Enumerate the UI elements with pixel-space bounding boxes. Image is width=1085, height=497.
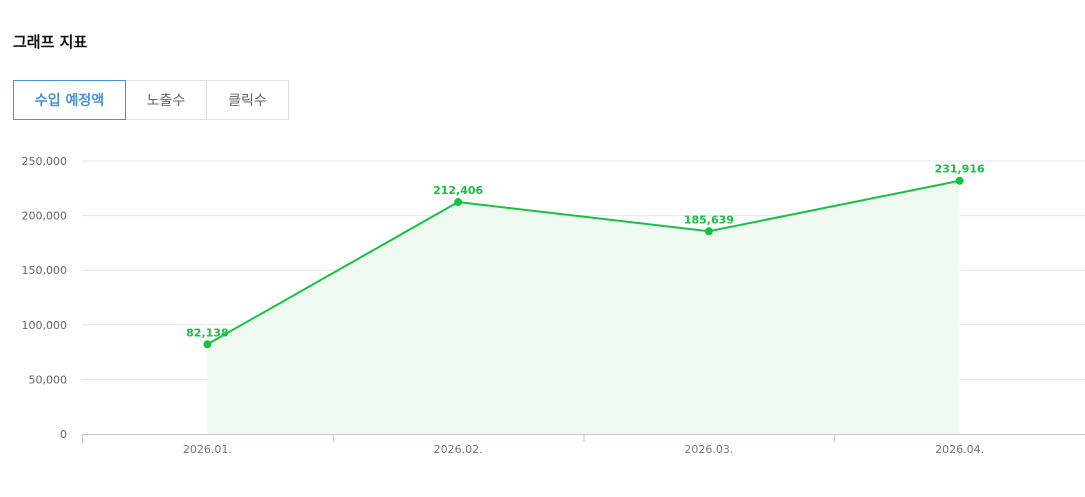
series-line [206,179,960,346]
data-point [704,227,713,236]
x-tick-label: 2026.04. [935,443,984,456]
data-label: 212,406 [433,184,483,197]
x-tick-label: 2026.01. [183,443,232,456]
x-tick-label: 2026.02. [434,443,483,456]
data-label: 82,138 [186,326,228,339]
x-tick-label: 2026.03. [684,443,733,456]
series-area [207,180,960,434]
y-tick-label: 150,000 [22,264,68,277]
tab-expected-revenue[interactable]: 수입 예정액 [13,80,126,120]
y-tick-label: 250,000 [22,155,68,168]
data-point [955,176,964,185]
tab-clicks[interactable]: 클릭수 [206,80,289,120]
y-tick-label: 200,000 [22,210,68,223]
data-point [454,198,463,207]
data-point [203,340,212,349]
y-tick-label: 100,000 [22,319,68,332]
y-tick-label: 50,000 [29,373,68,386]
data-label: 231,916 [935,163,985,176]
metric-tabs: 수입 예정액 노출수 클릭수 [13,80,289,120]
data-label: 185,639 [684,213,734,226]
y-tick-label: 0 [60,428,67,441]
section-title: 그래프 지표 [13,33,88,51]
